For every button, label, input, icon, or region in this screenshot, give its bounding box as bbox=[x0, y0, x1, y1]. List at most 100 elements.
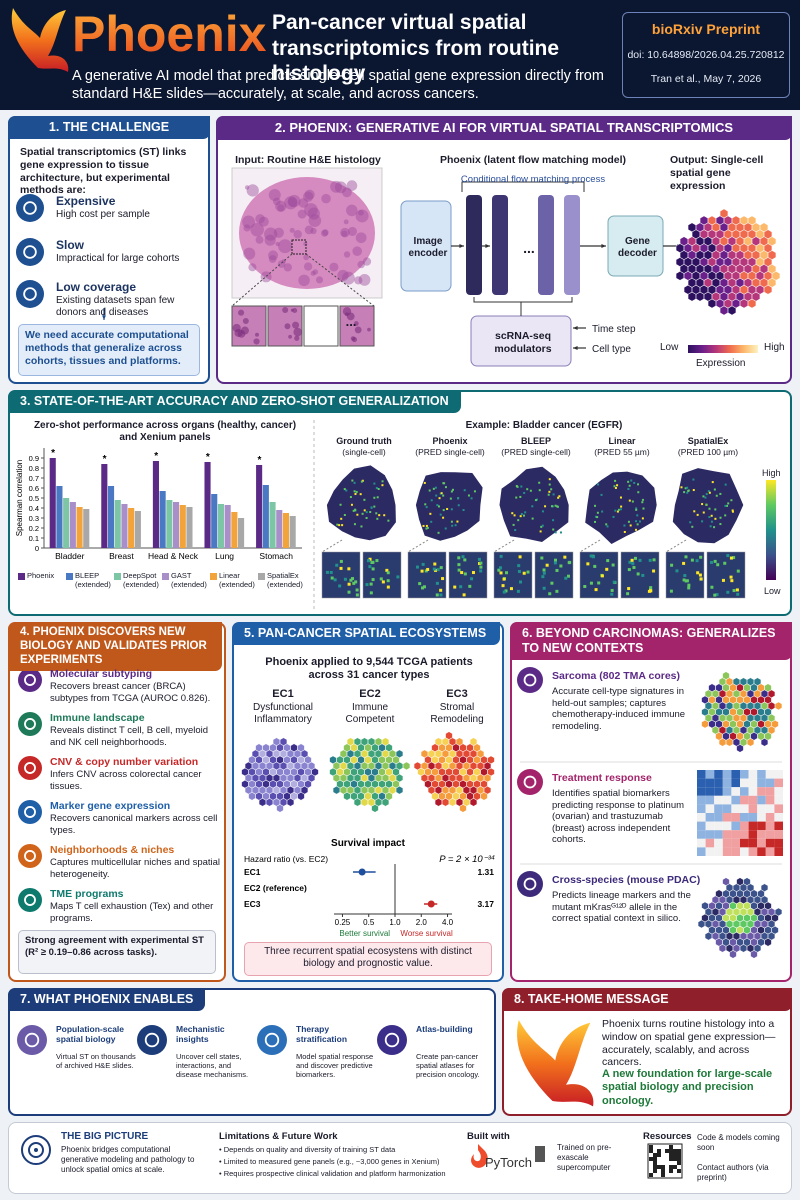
hex-tile bbox=[771, 913, 779, 923]
map-speck bbox=[692, 478, 695, 481]
zoom-speck bbox=[433, 562, 437, 566]
icon bbox=[18, 888, 42, 912]
zoom-speck bbox=[564, 576, 568, 580]
zoom-speck bbox=[517, 569, 521, 573]
hex-tile bbox=[767, 726, 776, 735]
patch-texture bbox=[367, 327, 371, 332]
map-speck bbox=[446, 507, 449, 510]
zoom-speck bbox=[421, 586, 425, 590]
map-speck bbox=[627, 520, 630, 523]
zoom-speck bbox=[498, 566, 502, 570]
map-speck bbox=[704, 496, 707, 499]
heat-cell bbox=[714, 847, 723, 856]
tissue-texture bbox=[264, 227, 278, 241]
map-speck bbox=[425, 506, 428, 509]
bar bbox=[159, 491, 166, 548]
x-tick-label: Lung bbox=[215, 551, 234, 561]
map-speck bbox=[558, 495, 561, 498]
row-label: EC2 (reference) bbox=[244, 883, 307, 893]
heat-cell bbox=[722, 778, 732, 788]
x-tick-label: Stomach bbox=[259, 551, 293, 561]
map-speck bbox=[548, 483, 551, 486]
zoom-speck bbox=[699, 555, 703, 559]
hex-tile bbox=[392, 767, 400, 777]
zoom-speck bbox=[649, 587, 653, 591]
zoom-speck bbox=[730, 579, 734, 583]
zoom-speck bbox=[439, 593, 443, 597]
hex-tile bbox=[763, 229, 773, 240]
zoom-speck bbox=[368, 565, 372, 569]
zoom-speck bbox=[385, 568, 389, 572]
zoom-speck bbox=[652, 569, 656, 573]
tissue-texture bbox=[260, 271, 272, 283]
heat-cell bbox=[731, 770, 740, 779]
zoom-speck bbox=[519, 580, 523, 584]
zoom-speck bbox=[683, 574, 687, 578]
heat-cell bbox=[705, 830, 715, 839]
qr-cell bbox=[677, 1169, 681, 1173]
icon-glyph bbox=[24, 674, 36, 686]
hex-tile bbox=[771, 271, 781, 281]
zoom-speck bbox=[459, 585, 463, 589]
zoom-speck bbox=[479, 569, 483, 573]
x-tick-label: 4.0 bbox=[442, 918, 454, 927]
cluster-name: EC2 bbox=[359, 688, 381, 700]
map-speck bbox=[520, 513, 523, 516]
legend-label: BLEEP (extended) bbox=[75, 571, 111, 589]
hex-tile bbox=[434, 798, 443, 807]
map-speck bbox=[351, 479, 354, 482]
map-speck bbox=[541, 510, 544, 513]
tissue-texture bbox=[283, 263, 293, 272]
heat-cell bbox=[740, 778, 749, 788]
hex-tile bbox=[743, 877, 751, 886]
heat-cell bbox=[765, 770, 775, 779]
zoom-speck bbox=[396, 575, 400, 579]
zoom-speck bbox=[509, 587, 513, 591]
map-speck bbox=[341, 524, 344, 527]
zoom-speck bbox=[335, 563, 339, 567]
map-speck bbox=[538, 481, 541, 484]
tissue-texture bbox=[268, 189, 281, 202]
heat-cell bbox=[705, 813, 715, 822]
heat-cell bbox=[705, 787, 715, 796]
map-speck bbox=[463, 489, 466, 492]
map-speck bbox=[442, 482, 445, 485]
heat-cell bbox=[731, 795, 740, 805]
map-speck bbox=[378, 514, 381, 517]
zoom-speck bbox=[636, 572, 640, 576]
hex-tile bbox=[764, 707, 772, 717]
tissue-texture bbox=[288, 194, 301, 208]
tissue-texture bbox=[255, 214, 265, 224]
heat-cell bbox=[748, 778, 758, 788]
qr-cell bbox=[661, 1169, 665, 1173]
hex-tile bbox=[445, 731, 453, 740]
zoom-speck bbox=[386, 585, 390, 589]
map-speck bbox=[470, 497, 473, 500]
map-speck bbox=[557, 496, 560, 499]
zoom-line bbox=[579, 539, 601, 553]
map-speck bbox=[696, 513, 699, 516]
hex-tile bbox=[764, 901, 772, 911]
heat-cell bbox=[714, 838, 723, 848]
map-speck bbox=[540, 525, 543, 528]
zoom-speck bbox=[502, 590, 506, 594]
icon-glyph bbox=[24, 762, 36, 774]
legend-swatch bbox=[18, 573, 25, 580]
icon-glyph bbox=[24, 718, 36, 730]
zoom-speck bbox=[687, 583, 691, 587]
zoom-speck bbox=[709, 560, 713, 564]
map-speck bbox=[454, 524, 457, 527]
qr-cell bbox=[653, 1169, 657, 1173]
map-speck bbox=[601, 510, 604, 513]
bar bbox=[134, 511, 141, 548]
map-speck bbox=[701, 520, 704, 523]
qr-cell bbox=[669, 1149, 673, 1153]
heat-cell bbox=[731, 821, 740, 831]
hex-tile bbox=[483, 786, 492, 795]
heat-cell bbox=[705, 770, 715, 779]
heat-cell bbox=[731, 804, 740, 813]
panel-title: Phoenix bbox=[432, 436, 468, 446]
qr-cell bbox=[677, 1157, 681, 1161]
hex-tile bbox=[701, 719, 709, 729]
map-speck bbox=[520, 485, 523, 488]
